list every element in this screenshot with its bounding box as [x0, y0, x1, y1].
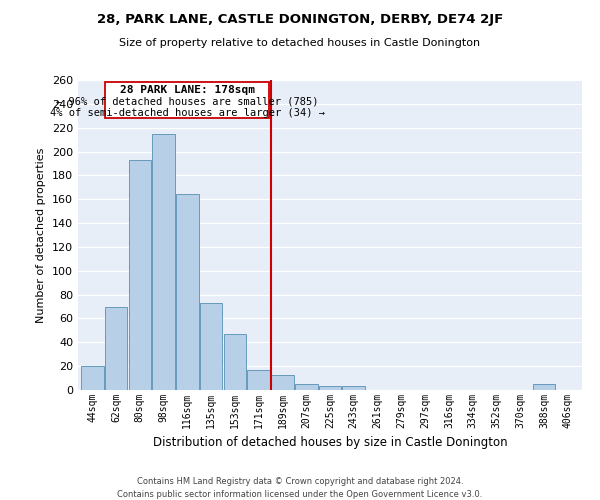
Bar	[81, 366, 104, 390]
Bar	[224, 334, 246, 390]
Text: 28, PARK LANE, CASTLE DONINGTON, DERBY, DE74 2JF: 28, PARK LANE, CASTLE DONINGTON, DERBY, …	[97, 12, 503, 26]
Bar	[319, 386, 341, 390]
Text: Contains HM Land Registry data © Crown copyright and database right 2024.: Contains HM Land Registry data © Crown c…	[137, 478, 463, 486]
Bar	[343, 386, 365, 390]
Bar	[295, 384, 317, 390]
Text: Contains public sector information licensed under the Open Government Licence v3: Contains public sector information licen…	[118, 490, 482, 499]
Bar	[128, 160, 151, 390]
Text: 4% of semi-detached houses are larger (34) →: 4% of semi-detached houses are larger (3…	[50, 108, 325, 118]
Bar	[152, 134, 175, 390]
X-axis label: Distribution of detached houses by size in Castle Donington: Distribution of detached houses by size …	[152, 436, 508, 450]
Bar	[200, 303, 223, 390]
Y-axis label: Number of detached properties: Number of detached properties	[37, 148, 46, 322]
Bar	[271, 374, 294, 390]
Bar	[533, 384, 555, 390]
Text: Size of property relative to detached houses in Castle Donington: Size of property relative to detached ho…	[119, 38, 481, 48]
FancyBboxPatch shape	[106, 82, 269, 118]
Bar	[105, 306, 127, 390]
Text: 28 PARK LANE: 178sqm: 28 PARK LANE: 178sqm	[120, 85, 255, 95]
Bar	[247, 370, 270, 390]
Bar	[176, 194, 199, 390]
Text: ← 96% of detached houses are smaller (785): ← 96% of detached houses are smaller (78…	[56, 96, 319, 106]
